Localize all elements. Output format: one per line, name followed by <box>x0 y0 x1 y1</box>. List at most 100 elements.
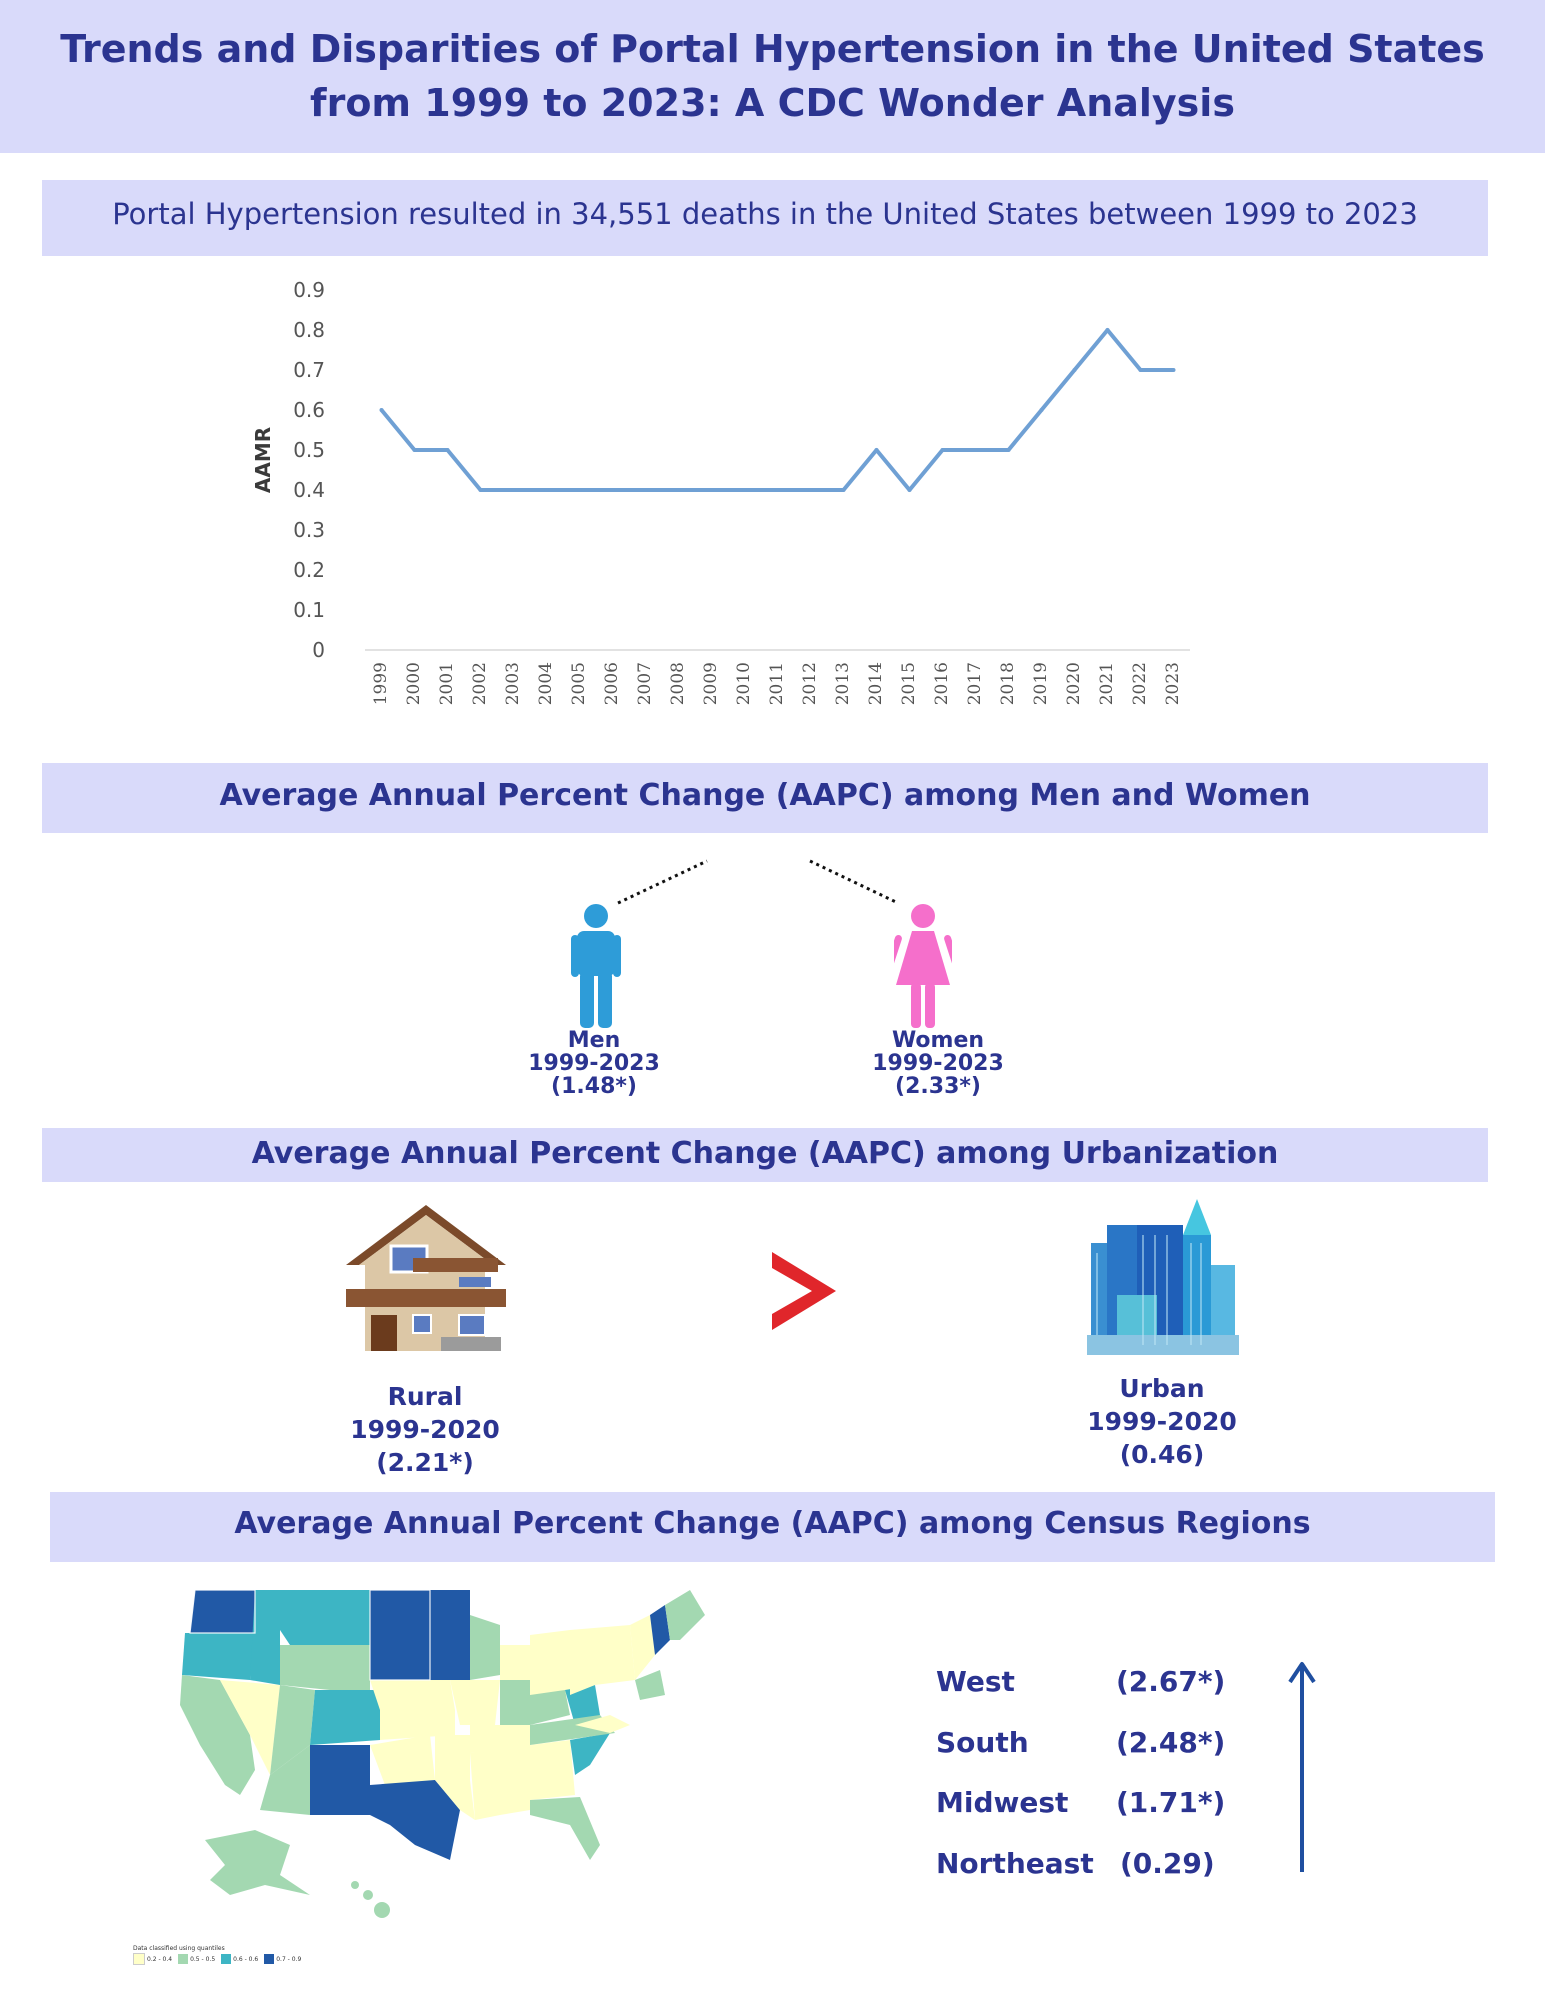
data-point <box>907 488 912 492</box>
x-tick-label: 2013 <box>833 662 853 705</box>
region-name: Northeast <box>936 1847 1094 1880</box>
data-point <box>412 448 417 452</box>
sex-section-banner <box>42 763 1488 833</box>
data-point <box>1105 328 1110 332</box>
x-tick-label: 2019 <box>1031 662 1051 705</box>
urban-period: 1999-2020 <box>1087 1407 1237 1436</box>
aamr-line-chart: 0 0.1 0.2 0.3 0.4 0.5 0.6 0.7 0.8 0.9 1999 2000 200… <box>251 278 1190 705</box>
deaths-summary-banner <box>42 180 1488 256</box>
y-tick-label: 0.9 <box>293 278 325 302</box>
region-aapc-value: (0.29) <box>1120 1847 1215 1880</box>
y-tick-label: 0.4 <box>293 478 325 502</box>
data-point <box>1171 368 1176 372</box>
y-tick-label: 0 <box>312 638 325 662</box>
region-aapc-value: (2.48*) <box>1116 1726 1226 1759</box>
women-label: Women <box>891 1028 985 1053</box>
data-point <box>709 488 714 492</box>
data-point <box>775 488 780 492</box>
title-banner <box>0 0 1545 153</box>
x-tick-label: 2000 <box>404 662 424 705</box>
x-tick-label: 2023 <box>1163 662 1183 705</box>
region-aapc-value: (1.71*) <box>1116 1786 1226 1819</box>
woman-icon <box>894 904 952 1028</box>
x-tick-label: 2010 <box>734 662 754 705</box>
region-section-banner <box>50 1492 1495 1562</box>
legend-swatch <box>178 1954 189 1964</box>
urban-label-block: Urban 1999-2020 (0.46) <box>1042 1372 1282 1471</box>
urban-label: Urban <box>1119 1374 1205 1403</box>
man-icon <box>571 904 621 1028</box>
rural-aapc-value: (2.21*) <box>376 1448 474 1477</box>
x-tick-label: 2009 <box>701 662 721 705</box>
data-point <box>379 408 384 412</box>
y-tick-label: 0.8 <box>293 318 325 342</box>
legend-swatch <box>221 1954 232 1964</box>
data-point <box>1006 448 1011 452</box>
aamr-series-line <box>379 328 1174 492</box>
data-point <box>643 488 648 492</box>
x-tick-label: 2016 <box>932 662 952 705</box>
legend-bin-label: 0.2 - 0.4 <box>147 1955 173 1963</box>
x-tick-label: 2001 <box>437 662 457 705</box>
region-aapc-value: (2.67*) <box>1116 1665 1226 1698</box>
x-tick-label: 2020 <box>1064 662 1084 705</box>
data-point <box>676 488 681 492</box>
x-tick-label: 2022 <box>1130 662 1150 705</box>
rural-label: Rural <box>387 1382 463 1411</box>
data-point <box>940 448 945 452</box>
y-tick-label: 0.7 <box>293 358 325 382</box>
women-aapc-value: (2.33*) <box>895 1074 981 1099</box>
x-tick-label: 1999 <box>371 662 391 705</box>
women-period: 1999-2023 <box>872 1051 1004 1076</box>
x-tick-label: 2004 <box>536 662 556 705</box>
women-label-block: Women 1999-2023 (2.33*) <box>838 1029 1038 1098</box>
data-point <box>544 488 549 492</box>
data-point <box>577 488 582 492</box>
y-axis-label: AAMR <box>251 427 275 493</box>
data-point <box>874 448 879 452</box>
y-tick-label: 0.6 <box>293 398 325 422</box>
urban-section-banner <box>42 1128 1488 1182</box>
us-map-icon <box>180 1589 705 1918</box>
region-section-title: Average Annual Percent Change (AAPC) amo… <box>234 1506 1311 1541</box>
men-label: Men <box>567 1028 621 1053</box>
region-name: South <box>936 1726 1029 1759</box>
women-connector-dots <box>809 859 899 905</box>
map-legend-title: Data classified using quantiles <box>133 1945 225 1952</box>
x-tick-label: 2003 <box>503 662 523 705</box>
x-tick-label: 2014 <box>866 662 886 705</box>
legend-swatch <box>264 1954 275 1964</box>
men-label-block: Men 1999-2023 (1.48*) <box>494 1029 694 1098</box>
urban-aapc-value: (0.46) <box>1119 1440 1205 1469</box>
data-point <box>973 448 978 452</box>
map-legend-bin: 0.5 - 0.5 <box>178 1953 215 1965</box>
y-tick-label: 0.5 <box>293 438 325 462</box>
data-point <box>808 488 813 492</box>
sex-section-title: Average Annual Percent Change (AAPC) amo… <box>219 778 1311 813</box>
legend-bin-label: 0.6 - 0.6 <box>233 1955 259 1963</box>
x-tick-label: 2006 <box>602 662 622 705</box>
y-tick-label: 0.2 <box>293 558 325 582</box>
rural-label-block: Rural 1999-2020 (2.21*) <box>305 1380 545 1479</box>
urban-section-title: Average Annual Percent Change (AAPC) amo… <box>251 1136 1279 1171</box>
x-tick-label: 2007 <box>635 662 655 705</box>
legend-bin-label: 0.5 - 0.5 <box>190 1955 216 1963</box>
men-aapc-value: (1.48*) <box>551 1074 637 1099</box>
x-tick-label: 2017 <box>965 662 985 705</box>
rural-period: 1999-2020 <box>350 1415 500 1444</box>
map-legend: 0.2 - 0.4 0.5 - 0.5 0.6 - 0.6 0.7 - 0.9 <box>133 1953 301 1965</box>
x-tick-label: 2021 <box>1097 662 1117 705</box>
house-icon <box>346 1205 506 1351</box>
region-name: West <box>936 1665 1015 1698</box>
legend-swatch <box>133 1953 145 1965</box>
deaths-summary: Portal Hypertension resulted in 34,551 d… <box>112 197 1418 231</box>
region-name: Midwest <box>936 1786 1069 1819</box>
map-legend-bin: 0.6 - 0.6 <box>221 1953 258 1965</box>
data-point <box>445 448 450 452</box>
x-tick-label: 2002 <box>470 662 490 705</box>
greater-than-icon <box>772 1252 836 1330</box>
men-period: 1999-2023 <box>528 1051 660 1076</box>
data-point <box>1138 368 1143 372</box>
up-arrow-icon <box>1288 1662 1316 1872</box>
y-tick-label: 0.3 <box>293 518 325 542</box>
